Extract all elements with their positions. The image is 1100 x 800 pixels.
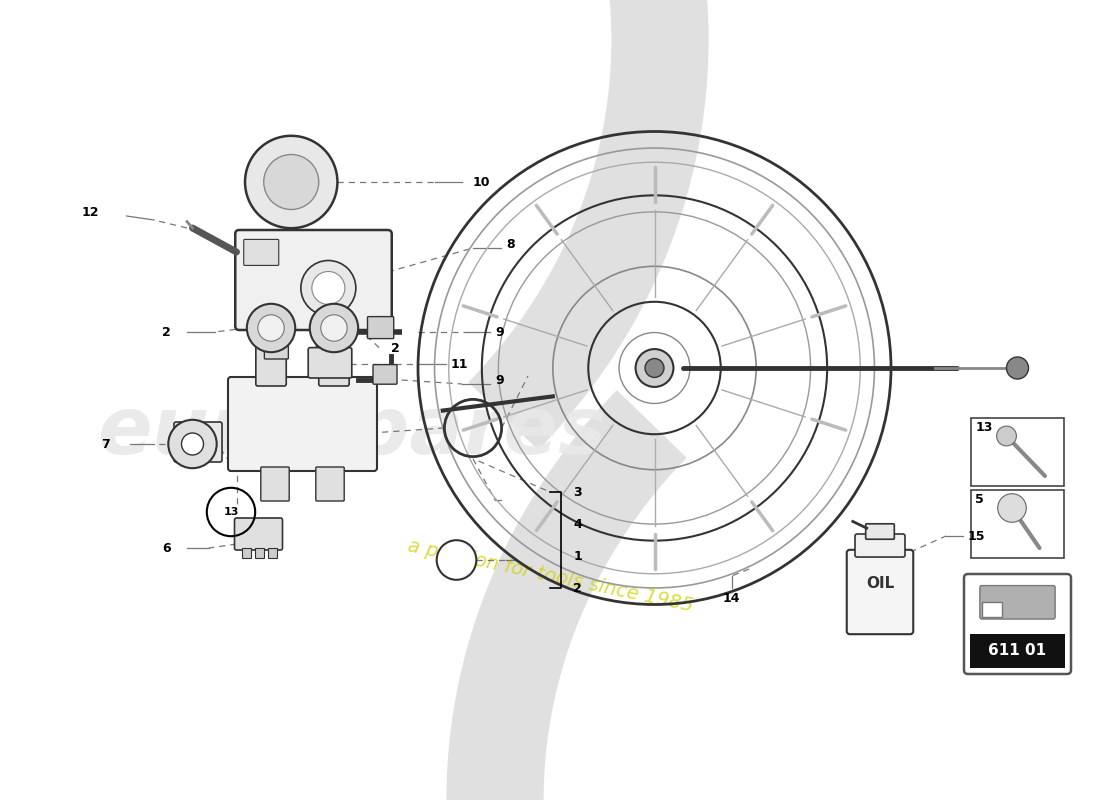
Text: 4: 4 — [573, 518, 582, 530]
Circle shape — [257, 314, 284, 341]
FancyBboxPatch shape — [261, 467, 289, 501]
FancyBboxPatch shape — [970, 634, 1065, 667]
Circle shape — [246, 304, 295, 352]
Text: 2: 2 — [390, 342, 399, 354]
Text: 9: 9 — [495, 326, 504, 338]
Circle shape — [168, 420, 217, 468]
Text: 1: 1 — [573, 550, 582, 562]
Circle shape — [645, 358, 664, 378]
FancyBboxPatch shape — [855, 534, 905, 557]
FancyBboxPatch shape — [244, 239, 278, 266]
FancyBboxPatch shape — [319, 338, 349, 386]
Text: 8: 8 — [506, 238, 515, 250]
Text: OIL: OIL — [866, 577, 894, 591]
FancyBboxPatch shape — [847, 550, 913, 634]
Text: 2: 2 — [573, 582, 582, 594]
Text: 12: 12 — [81, 206, 99, 218]
Text: 15: 15 — [968, 530, 986, 542]
FancyBboxPatch shape — [367, 317, 394, 338]
FancyBboxPatch shape — [268, 548, 277, 558]
Circle shape — [182, 433, 204, 455]
Circle shape — [636, 349, 673, 387]
Circle shape — [321, 314, 348, 341]
Circle shape — [310, 304, 359, 352]
FancyBboxPatch shape — [308, 347, 352, 378]
Circle shape — [264, 154, 319, 210]
FancyBboxPatch shape — [970, 490, 1065, 558]
Circle shape — [1006, 357, 1028, 379]
FancyBboxPatch shape — [964, 574, 1071, 674]
Circle shape — [245, 136, 338, 228]
FancyBboxPatch shape — [242, 548, 251, 558]
FancyBboxPatch shape — [228, 377, 377, 471]
Text: 5: 5 — [976, 494, 984, 506]
FancyBboxPatch shape — [255, 548, 264, 558]
Text: 11: 11 — [451, 358, 469, 370]
Circle shape — [437, 540, 476, 580]
FancyBboxPatch shape — [980, 586, 1055, 619]
Circle shape — [998, 494, 1026, 522]
Circle shape — [301, 261, 356, 315]
Text: 611 01: 611 01 — [989, 643, 1046, 658]
FancyBboxPatch shape — [264, 325, 288, 359]
FancyBboxPatch shape — [256, 338, 286, 386]
Polygon shape — [982, 602, 1002, 617]
FancyBboxPatch shape — [174, 422, 222, 462]
Text: 2: 2 — [162, 326, 170, 338]
Text: eurospares: eurospares — [98, 393, 606, 471]
Text: 9: 9 — [495, 374, 504, 386]
Text: 10: 10 — [473, 175, 491, 189]
Text: 6: 6 — [162, 542, 170, 554]
Text: a passion for tools since 1985: a passion for tools since 1985 — [406, 537, 694, 615]
FancyBboxPatch shape — [866, 524, 894, 539]
Text: 3: 3 — [573, 486, 582, 498]
Text: 7: 7 — [101, 438, 110, 450]
Circle shape — [312, 271, 345, 305]
FancyBboxPatch shape — [317, 325, 340, 359]
FancyBboxPatch shape — [970, 418, 1065, 486]
FancyBboxPatch shape — [316, 467, 344, 501]
Circle shape — [997, 426, 1016, 446]
FancyBboxPatch shape — [234, 518, 283, 550]
Text: 13: 13 — [223, 507, 239, 517]
Text: 13: 13 — [976, 422, 993, 434]
Text: 14: 14 — [723, 592, 740, 605]
FancyBboxPatch shape — [373, 365, 397, 384]
FancyBboxPatch shape — [235, 230, 392, 330]
